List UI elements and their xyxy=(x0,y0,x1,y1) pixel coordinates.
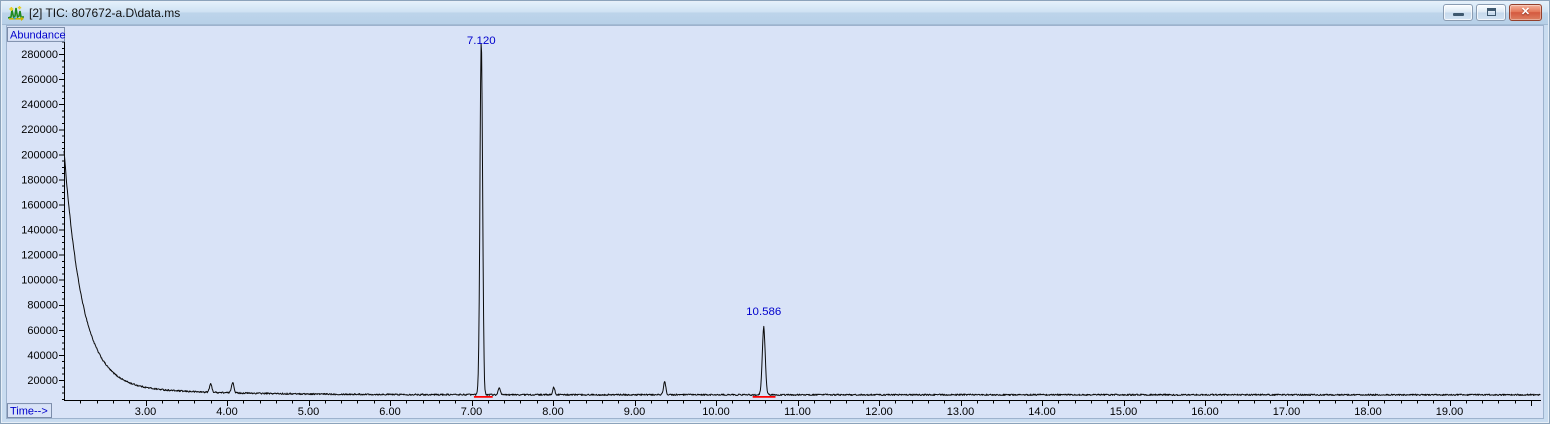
y-tick-label: 160000 xyxy=(21,199,58,211)
y-tick-label: 200000 xyxy=(21,149,58,161)
peak-labels: 7.120 10.586 xyxy=(467,35,781,318)
x-axis-ticks: 3.00 4.00 5.00 6.00 7.00 8.00 9.00 10.00 11.00 12… xyxy=(80,400,1532,418)
y-tick-label: 100000 xyxy=(21,275,58,287)
x-tick-label: 15.00 xyxy=(1110,406,1138,418)
x-tick-label: 8.00 xyxy=(542,406,563,418)
x-tick-label: 4.00 xyxy=(216,406,237,418)
axes xyxy=(64,40,1541,402)
restore-button[interactable] xyxy=(1476,3,1506,21)
y-tick-label: 280000 xyxy=(21,49,58,61)
peak-label: 10.586 xyxy=(746,306,781,318)
minimize-icon xyxy=(1452,13,1464,16)
axis-captions: Abundance Time--> xyxy=(7,26,66,418)
x-tick-label: 6.00 xyxy=(379,406,400,418)
y-tick-label: 20000 xyxy=(27,375,58,387)
x-tick-label: 3.00 xyxy=(135,406,156,418)
x-tick-label: 17.00 xyxy=(1273,406,1301,418)
window-titlebar[interactable]: [2] TIC: 807672-a.D\data.ms ✕ xyxy=(2,2,1548,25)
chromatogram-plot[interactable]: 20000 40000 60000 80000 100000 120000 140000 16… xyxy=(7,26,1543,418)
y-tick-label: 220000 xyxy=(21,124,58,136)
x-tick-label: 16.00 xyxy=(1191,406,1219,418)
y-tick-label: 260000 xyxy=(21,74,58,86)
restore-icon xyxy=(1486,8,1496,16)
x-tick-label: 14.00 xyxy=(1028,406,1056,418)
x-axis-title: Time--> xyxy=(10,406,48,418)
x-tick-label: 19.00 xyxy=(1436,406,1464,418)
x-tick-label: 12.00 xyxy=(865,406,893,418)
minimize-button[interactable] xyxy=(1443,3,1473,21)
x-tick-label: 9.00 xyxy=(624,406,645,418)
chart-area: 20000 40000 60000 80000 100000 120000 140000 16… xyxy=(6,25,1544,419)
x-tick-label: 10.00 xyxy=(702,406,730,418)
close-icon: ✕ xyxy=(1520,5,1531,18)
x-tick-label: 13.00 xyxy=(947,406,975,418)
y-tick-label: 180000 xyxy=(21,174,58,186)
y-tick-label: 120000 xyxy=(21,250,58,262)
chemstation-signal-icon xyxy=(8,6,24,21)
close-button[interactable]: ✕ xyxy=(1509,3,1542,21)
window-title: [2] TIC: 807672-a.D\data.ms xyxy=(29,6,181,20)
y-tick-label: 140000 xyxy=(21,225,58,237)
window-controls: ✕ xyxy=(1443,3,1542,21)
x-tick-label: 5.00 xyxy=(298,406,319,418)
x-tick-label: 18.00 xyxy=(1354,406,1382,418)
y-axis-title: Abundance xyxy=(10,29,66,41)
y-axis-ticks: 20000 40000 60000 80000 100000 120000 140000 16… xyxy=(21,41,64,400)
x-tick-label: 7.00 xyxy=(461,406,482,418)
tic-trace xyxy=(63,43,1541,397)
y-tick-label: 40000 xyxy=(27,350,58,362)
y-tick-label: 240000 xyxy=(21,99,58,111)
x-tick-label: 11.00 xyxy=(784,406,811,418)
y-tick-label: 60000 xyxy=(27,325,58,337)
peak-label: 7.120 xyxy=(467,35,496,47)
y-tick-label: 80000 xyxy=(27,300,58,312)
